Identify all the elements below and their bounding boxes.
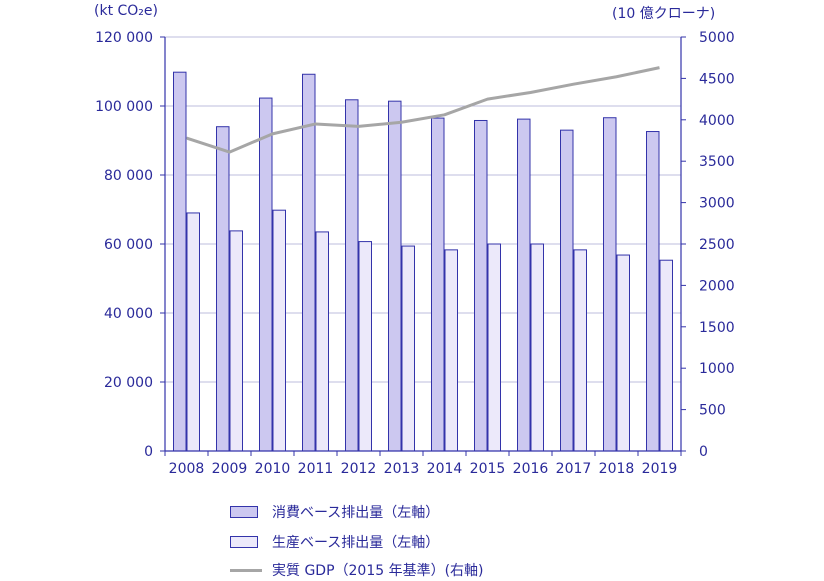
- line-gdp: [186, 66, 660, 154]
- left-axis-tick-label: 40 000: [104, 306, 153, 322]
- x-axis-tick-label: 2012: [341, 461, 377, 477]
- left-axis-tick-label: 60 000: [104, 237, 153, 253]
- right-axis-tick-label: 3000: [699, 196, 735, 212]
- x-axis-tick-label: 2009: [212, 461, 248, 477]
- x-axis-tick-label: 2008: [169, 461, 205, 477]
- bar-consumption: [173, 71, 187, 452]
- legend-swatch-production: [230, 536, 258, 548]
- bar-production: [444, 249, 458, 452]
- bar-production: [530, 243, 544, 452]
- x-axis-tick-label: 2011: [298, 461, 334, 477]
- bar-consumption: [302, 73, 316, 452]
- x-axis-tick-label: 2013: [384, 461, 420, 477]
- x-axis-tick-label: 2019: [642, 461, 678, 477]
- right-axis-tick-label: 5000: [699, 30, 735, 46]
- left-axis-tick-label: 80 000: [104, 168, 153, 184]
- x-axis-tick-label: 2018: [599, 461, 635, 477]
- left-axis-tick-label: 0: [144, 444, 153, 460]
- legend-label-gdp: 実質 GDP（2015 年基準）(右軸): [272, 563, 484, 579]
- bar-consumption: [259, 97, 273, 452]
- bar-production: [487, 243, 501, 452]
- bar-consumption: [560, 129, 574, 452]
- bar-production: [186, 212, 200, 452]
- left-axis-tick-label: 20 000: [104, 375, 153, 391]
- right-axis-tick-label: 2500: [699, 237, 735, 253]
- bar-consumption: [646, 131, 660, 452]
- bar-production: [358, 241, 372, 452]
- right-axis-tick-label: 2000: [699, 278, 735, 294]
- bar-production: [272, 209, 286, 452]
- x-axis-tick-label: 2014: [427, 461, 463, 477]
- bar-production: [659, 259, 673, 452]
- x-axis-tick-label: 2015: [470, 461, 506, 477]
- bar-consumption: [388, 100, 402, 452]
- bar-production: [616, 254, 630, 452]
- right-axis-tick-label: 500: [699, 403, 726, 419]
- legend-label-consumption: 消費ベース排出量（左軸）: [272, 505, 440, 521]
- left-axis-tick-label: 100 000: [95, 99, 153, 115]
- right-axis-tick-label: 3500: [699, 154, 735, 170]
- left-axis-unit: (kt CO₂e): [94, 3, 158, 19]
- legend-item-consumption: 消費ベース排出量（左軸）: [230, 502, 439, 522]
- bar-consumption: [474, 119, 488, 452]
- left-axis-tick-label: 120 000: [95, 30, 153, 46]
- right-axis-tick-label: 4500: [699, 71, 735, 87]
- legend-swatch-consumption: [230, 506, 258, 518]
- legend-item-gdp: 実質 GDP（2015 年基準）(右軸): [230, 560, 484, 580]
- right-axis-unit: (10 億クローナ): [612, 6, 716, 22]
- bar-consumption: [517, 118, 531, 452]
- bar-production: [573, 249, 587, 452]
- x-axis-tick-label: 2016: [513, 461, 549, 477]
- bar-consumption: [603, 117, 617, 452]
- right-axis-tick-label: 4000: [699, 113, 735, 129]
- bar-production: [229, 230, 243, 452]
- bar-consumption: [345, 99, 359, 452]
- right-axis-tick-label: 1000: [699, 361, 735, 377]
- legend-item-production: 生産ベース排出量（左軸）: [230, 532, 439, 552]
- legend-label-production: 生産ベース排出量（左軸）: [272, 535, 440, 551]
- bar-consumption: [216, 126, 230, 452]
- right-axis-tick-label: 0: [699, 444, 708, 460]
- bar-production: [401, 245, 415, 452]
- bar-production: [315, 231, 329, 452]
- right-axis-tick-label: 1500: [699, 320, 735, 336]
- x-axis-tick-label: 2017: [556, 461, 592, 477]
- legend-swatch-gdp: [230, 568, 262, 572]
- bar-consumption: [431, 117, 445, 452]
- x-axis-tick-label: 2010: [255, 461, 291, 477]
